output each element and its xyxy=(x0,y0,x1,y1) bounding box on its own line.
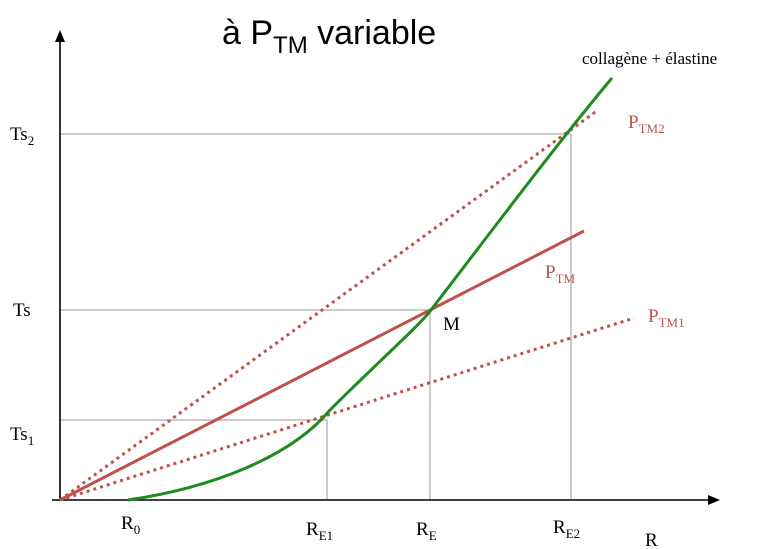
x-tick-re: RE xyxy=(416,519,437,543)
x-tick-re-main: R xyxy=(416,519,429,540)
label-ptm1-main: P xyxy=(648,306,659,327)
axes xyxy=(52,38,712,501)
curve-label: collagène + élastine xyxy=(582,49,717,68)
y-tick-ts-main: Ts xyxy=(13,300,31,321)
x-tick-re2-main: R xyxy=(553,517,566,538)
line-ptm1 xyxy=(59,316,635,502)
x-axis-arrow-icon xyxy=(708,495,720,505)
y-tick-ts1-main: Ts xyxy=(10,424,28,445)
guide-lines xyxy=(60,133,572,500)
label-ptm-sub: TM xyxy=(556,271,576,286)
label-ptm2: PTM2 xyxy=(628,112,665,136)
y-tick-ts2-main: Ts xyxy=(10,124,28,145)
label-ptm1-sub: TM1 xyxy=(659,315,685,330)
y-tick-ts2-sub: 2 xyxy=(28,133,35,148)
x-tick-r0: R0 xyxy=(121,513,140,537)
x-axis-label: R xyxy=(645,530,658,549)
x-tick-r0-sub: 0 xyxy=(134,522,141,537)
x-tick-re-sub: E xyxy=(429,528,437,543)
x-tick-re1-main: R xyxy=(306,519,319,540)
x-tick-re1: RE1 xyxy=(306,519,333,543)
label-ptm1: PTM1 xyxy=(648,306,685,330)
label-ptm2-main: P xyxy=(628,112,639,133)
x-tick-re2: RE2 xyxy=(553,517,580,541)
title-main: à P xyxy=(222,14,273,52)
y-tick-ts2: Ts2 xyxy=(10,124,34,148)
y-axis-arrow-icon xyxy=(55,30,65,42)
x-tick-r0-main: R xyxy=(121,513,134,534)
diagram-title: à PTM variable xyxy=(222,14,436,59)
line-ptm2 xyxy=(59,108,599,502)
y-tick-ts: Ts xyxy=(13,300,31,321)
label-ptm: PTM xyxy=(545,262,576,286)
y-tick-ts1-sub: 1 xyxy=(28,433,35,448)
point-m-label: M xyxy=(443,314,460,335)
label-ptm-main: P xyxy=(545,262,556,283)
x-tick-re1-sub: E1 xyxy=(319,528,333,543)
curve-collagene-elastine xyxy=(127,77,614,502)
y-tick-ts1: Ts1 xyxy=(10,424,34,448)
label-ptm2-sub: TM2 xyxy=(639,121,665,136)
line-ptm xyxy=(59,229,585,502)
x-tick-re2-sub: E2 xyxy=(566,526,580,541)
title-sub: TM xyxy=(273,32,308,59)
title-rest: variable xyxy=(308,14,437,52)
